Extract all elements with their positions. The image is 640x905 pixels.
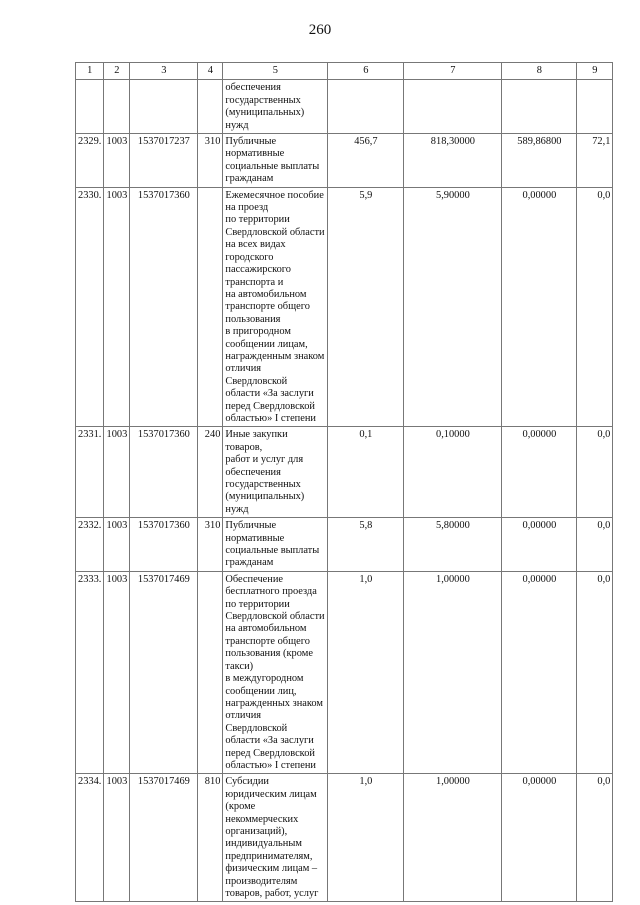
cell-v6: 1,0 — [327, 570, 405, 775]
cell-name: Иные закупки товаров, работ и услуг для … — [222, 426, 329, 519]
cell-csr: 1537017469 — [129, 570, 199, 775]
cell-n — [74, 79, 105, 135]
cell-sec — [103, 79, 131, 135]
cell-n: 2332. — [74, 517, 105, 572]
cell-v9: 0,0 — [576, 773, 614, 903]
cell-n: 2331. — [74, 426, 105, 519]
cell-v9: 72,1 — [576, 133, 614, 188]
budget-table: 1 2 3 4 5 6 7 8 9 обеспечения государств… — [74, 61, 614, 903]
cell-v6: 5,9 — [327, 186, 405, 428]
cell-name: Публичные нормативные социальные выплаты… — [222, 133, 329, 188]
table-row: 2330. 1003 1537017360 Ежемесячное пособие н… — [74, 186, 614, 428]
cell-v7: 818,30000 — [403, 133, 503, 188]
cell-vr: 310 — [197, 517, 224, 572]
cell-v7: 0,10000 — [403, 426, 503, 519]
cell-name: Публичные нормативные социальные выплаты… — [222, 517, 329, 572]
cell-sec: 1003 — [103, 773, 131, 903]
cell-v8: 0,00000 — [501, 773, 578, 903]
header-row: 1 2 3 4 5 6 7 8 9 — [74, 61, 614, 81]
col-header: 7 — [403, 61, 503, 81]
cell-csr: 1537017360 — [129, 426, 199, 519]
col-header: 8 — [501, 61, 578, 81]
cell-csr: 1537017469 — [129, 773, 199, 903]
col-header: 1 — [74, 61, 105, 81]
cell-csr: 1537017237 — [129, 133, 199, 188]
cell-v8: 589,86800 — [501, 133, 578, 188]
cell-v7: 1,00000 — [403, 773, 503, 903]
cell-v8: 0,00000 — [501, 186, 578, 428]
cell-v9: 0,0 — [576, 517, 614, 572]
col-header: 6 — [327, 61, 405, 81]
cell-csr: 1537017360 — [129, 517, 199, 572]
cell-vr — [197, 79, 224, 135]
col-header: 9 — [576, 61, 614, 81]
table-row: 2331. 1003 1537017360 240 Иные закупки товар… — [74, 426, 614, 519]
cell-v9: 0,0 — [576, 186, 614, 428]
cell-sec: 1003 — [103, 517, 131, 572]
cell-v6 — [327, 79, 405, 135]
cell-v9 — [576, 79, 614, 135]
cell-v8: 0,00000 — [501, 517, 578, 572]
cell-v6: 456,7 — [327, 133, 405, 188]
col-header: 2 — [103, 61, 131, 81]
cell-name: Субсидии юридическим лицам (кроме некомм… — [222, 773, 329, 903]
cell-csr — [129, 79, 199, 135]
table-row: 2333. 1003 1537017469 Обеспечение бесплатно… — [74, 570, 614, 775]
cell-name: Обеспечение бесплатного проезда по терри… — [222, 570, 329, 775]
cell-name: обеспечения государственных (муниципальн… — [222, 79, 329, 135]
cell-sec: 1003 — [103, 133, 131, 188]
cell-n: 2333. — [74, 570, 105, 775]
table-row: 2329. 1003 1537017237 310 Публичные норматив… — [74, 133, 614, 188]
cell-v9: 0,0 — [576, 426, 614, 519]
cell-v8: 0,00000 — [501, 570, 578, 775]
cell-vr: 810 — [197, 773, 224, 903]
cell-vr — [197, 186, 224, 428]
cell-v7 — [403, 79, 503, 135]
cell-v8 — [501, 79, 578, 135]
cell-vr: 310 — [197, 133, 224, 188]
col-header: 4 — [197, 61, 224, 81]
cell-n: 2334. — [74, 773, 105, 903]
cell-vr — [197, 570, 224, 775]
cell-name: Ежемесячное пособие на проезд по террито… — [222, 186, 329, 428]
table-row: 2332. 1003 1537017360 310 Публичные норматив… — [74, 517, 614, 572]
cell-v7: 5,90000 — [403, 186, 503, 428]
cell-sec: 1003 — [103, 426, 131, 519]
cell-n: 2329. — [74, 133, 105, 188]
cell-sec: 1003 — [103, 186, 131, 428]
cell-vr: 240 — [197, 426, 224, 519]
cell-v9: 0,0 — [576, 570, 614, 775]
cell-v6: 0,1 — [327, 426, 405, 519]
cell-v8: 0,00000 — [501, 426, 578, 519]
cell-v7: 5,80000 — [403, 517, 503, 572]
cell-csr: 1537017360 — [129, 186, 199, 428]
table-row: обеспечения государственных (муниципальн… — [74, 79, 614, 135]
cell-sec: 1003 — [103, 570, 131, 775]
cell-n: 2330. — [74, 186, 105, 428]
cell-v6: 5,8 — [327, 517, 405, 572]
page-number: 260 — [308, 22, 332, 38]
col-header: 3 — [129, 61, 199, 81]
table-row: 2334. 1003 1537017469 810 Субсидии юридическ… — [74, 773, 614, 903]
col-header: 5 — [222, 61, 329, 81]
cell-v6: 1,0 — [327, 773, 405, 903]
cell-v7: 1,00000 — [403, 570, 503, 775]
